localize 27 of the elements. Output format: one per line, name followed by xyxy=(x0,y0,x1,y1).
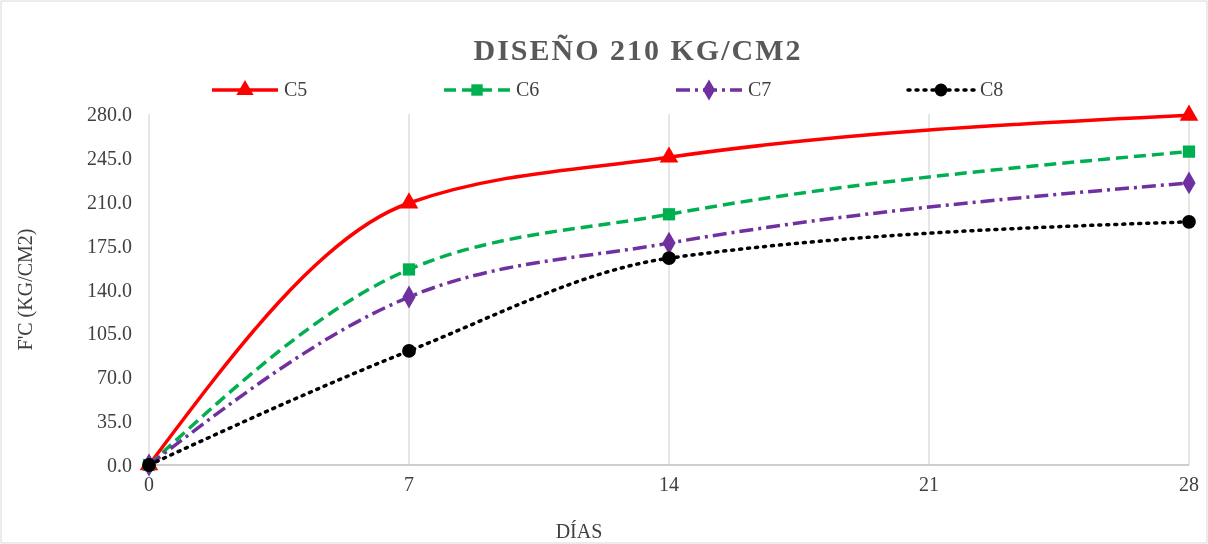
y-tick-label: 140.0 xyxy=(87,278,132,301)
legend-label: C5 xyxy=(284,78,308,100)
point xyxy=(662,208,676,221)
y-tick-label: 245.0 xyxy=(87,146,132,169)
legend-label: C8 xyxy=(980,78,1004,100)
x-tick-label: 14 xyxy=(659,473,679,495)
point xyxy=(662,251,676,266)
y-tick-label: 280.0 xyxy=(87,103,132,125)
point xyxy=(402,344,416,358)
y-tick-label: 105.0 xyxy=(87,322,132,345)
y-tick-label: 210.0 xyxy=(87,190,132,213)
x-axis-title: DÍAS xyxy=(555,520,603,542)
y-tick-label: 35.0 xyxy=(97,410,132,433)
legend-label: C7 xyxy=(748,78,772,100)
y-axis-title: F'C (KG/CM2) xyxy=(14,228,37,351)
y-tick-label: 175.0 xyxy=(87,234,132,257)
point xyxy=(1182,214,1196,229)
x-tick-label: 28 xyxy=(1179,473,1199,495)
point xyxy=(1182,145,1196,158)
chart-title: DISEÑO 210 KG/CM2 xyxy=(473,33,803,66)
point xyxy=(402,263,416,276)
y-tick-label: 70.0 xyxy=(97,366,132,389)
legend-label: C6 xyxy=(516,78,540,100)
y-tick-label: 0.0 xyxy=(107,454,132,476)
x-tick-label: 21 xyxy=(919,473,939,495)
x-tick-label: 7 xyxy=(404,473,414,495)
x-tick-label: 0 xyxy=(144,473,154,495)
